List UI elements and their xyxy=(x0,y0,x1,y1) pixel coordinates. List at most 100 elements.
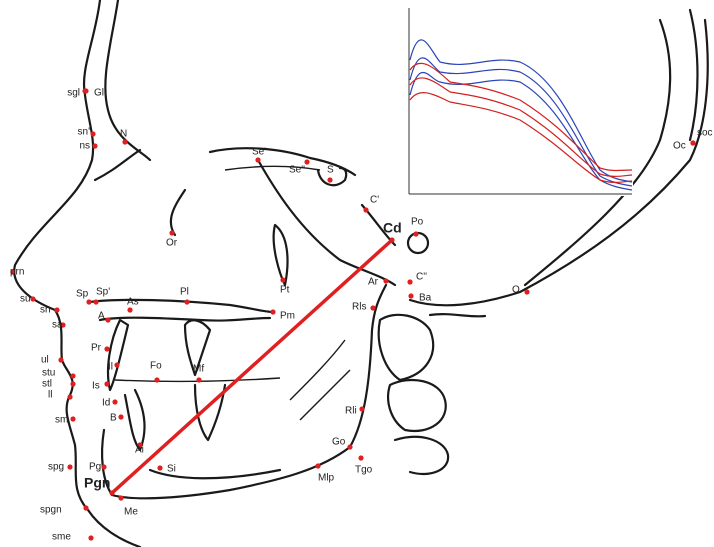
landmark-label: Pl xyxy=(180,287,189,298)
landmark-label: prn xyxy=(10,267,24,278)
landmark-label: Po xyxy=(411,217,424,228)
airway-1 xyxy=(290,340,345,400)
landmark-point xyxy=(118,495,123,500)
landmark-label: sa xyxy=(52,320,63,331)
landmark-label: Ba xyxy=(419,293,432,304)
landmark-point xyxy=(327,177,332,182)
landmark-point xyxy=(157,465,162,470)
landmark-label: Rli xyxy=(345,406,357,417)
landmark-point xyxy=(184,299,189,304)
orbit xyxy=(171,190,185,235)
landmark-point xyxy=(304,159,309,164)
landmark-label: Is xyxy=(92,381,100,392)
landmark-label: Go xyxy=(332,437,346,448)
landmark-point xyxy=(363,207,368,212)
landmark-point xyxy=(413,231,418,236)
landmark-label: C' xyxy=(370,195,379,206)
landmark-point xyxy=(154,377,159,382)
nasal-bone xyxy=(95,150,140,180)
landmark-label: ll xyxy=(48,390,52,401)
landmark-point xyxy=(370,305,375,310)
landmark-point xyxy=(122,139,127,144)
landmark-point xyxy=(88,535,93,540)
landmark-point xyxy=(90,131,95,136)
landmark-point xyxy=(270,309,275,314)
landmark-label: Pr xyxy=(91,343,102,354)
landmark-label: stl xyxy=(42,379,52,390)
landmark-point xyxy=(315,463,320,468)
landmark-point xyxy=(383,278,388,283)
landmark-point xyxy=(104,381,109,386)
landmark-label: S xyxy=(327,165,334,176)
landmark-point xyxy=(112,399,117,404)
landmark-label: Il xyxy=(108,362,113,373)
landmark-point xyxy=(70,373,75,378)
landmark-point xyxy=(83,88,88,93)
frontal-bone xyxy=(105,0,150,160)
landmark-label: Sp xyxy=(76,289,89,300)
landmark-point xyxy=(67,464,72,469)
landmark-point xyxy=(359,406,364,411)
landmark-point xyxy=(118,414,123,419)
landmark-label: ul xyxy=(41,355,49,366)
landmark-label: Tgo xyxy=(355,465,373,476)
landmark-point xyxy=(67,394,72,399)
landmark-label: Si xyxy=(167,464,176,475)
landmark-point xyxy=(127,307,132,312)
landmark-point xyxy=(389,237,394,242)
atlas xyxy=(430,314,485,316)
landmark-point xyxy=(58,357,63,362)
landmark-label: spg xyxy=(48,462,64,473)
landmark-label: sn xyxy=(40,305,51,316)
porion xyxy=(408,233,428,253)
landmark-label: sm xyxy=(55,415,68,426)
landmark-label: C'' xyxy=(416,272,427,283)
landmark-label: Cd xyxy=(383,220,402,236)
landmark-label: Fo xyxy=(150,361,162,372)
landmark-label: Mlp xyxy=(318,473,335,484)
landmark-label: soc xyxy=(697,128,713,139)
landmark-point xyxy=(407,279,412,284)
landmark-label: Pg xyxy=(89,462,101,473)
landmark-label: Me xyxy=(124,507,138,518)
landmark-point xyxy=(104,346,109,351)
landmark-point xyxy=(169,230,174,235)
airway-2 xyxy=(300,370,350,420)
landmark-label: sn' xyxy=(78,127,91,138)
landmark-label: A xyxy=(98,311,105,322)
landmark-label: Rls xyxy=(352,302,366,313)
landmark-label: B xyxy=(110,413,117,424)
lower-incisor xyxy=(125,390,145,450)
landmark-label: Pm xyxy=(280,311,295,322)
landmark-point xyxy=(93,299,98,304)
sella-line xyxy=(225,166,320,170)
landmark-point xyxy=(196,377,201,382)
landmark-point xyxy=(109,490,114,495)
landmark-label: Se' xyxy=(252,147,266,158)
landmark-point xyxy=(255,157,260,162)
palate-lower xyxy=(100,318,270,321)
landmark-point xyxy=(358,455,363,460)
landmark-point xyxy=(114,362,119,367)
landmark-label: Mf xyxy=(193,364,204,375)
landmark-label: Se'' xyxy=(289,165,305,176)
cephalometric-diagram: sglGlsn'nsNSe'Se''SC'PoCdOrprnPtC''ArBaO… xyxy=(0,0,714,547)
vertebra-3 xyxy=(395,437,448,474)
landmark-label: spgn xyxy=(40,505,62,516)
landmark-label: Sp' xyxy=(96,287,110,298)
landmark-point xyxy=(524,289,529,294)
landmark-point xyxy=(70,416,75,421)
soft-profile xyxy=(14,0,140,547)
landmark-label: N xyxy=(120,129,127,140)
landmark-label: O xyxy=(512,285,520,296)
landmark-label: As xyxy=(127,297,139,308)
landmark-label: Ai xyxy=(135,445,144,456)
landmark-label: su xyxy=(20,294,31,305)
landmark-label: Oc xyxy=(673,141,686,152)
palate xyxy=(90,300,273,312)
landmark-point xyxy=(347,444,352,449)
vertebra-2 xyxy=(388,380,446,431)
landmark-point xyxy=(70,381,75,386)
landmark-point xyxy=(86,299,91,304)
landmark-label: sme xyxy=(52,532,71,543)
